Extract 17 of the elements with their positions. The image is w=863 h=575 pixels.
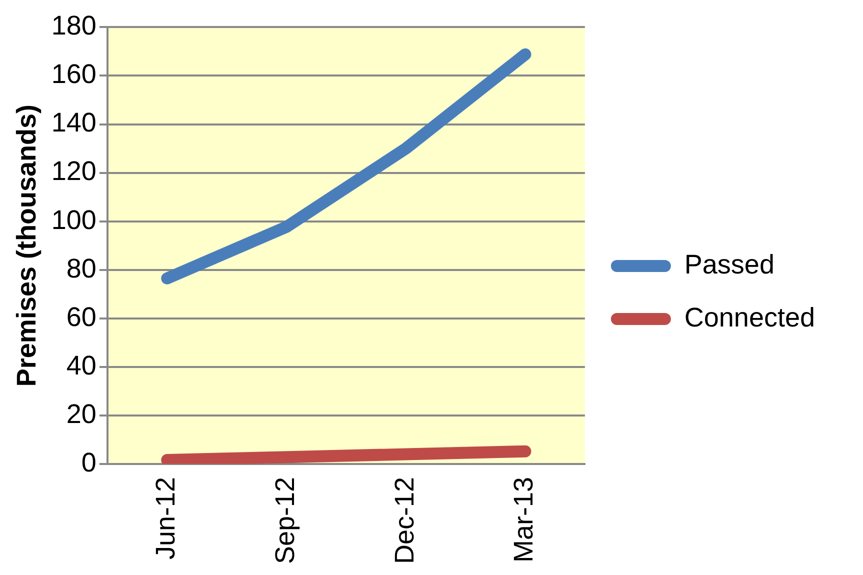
y-axis-title: Premises (thousands) — [12, 104, 42, 387]
y-tick-label: 100 — [51, 204, 96, 235]
y-tick-label: 20 — [66, 398, 96, 429]
y-tick-label: 140 — [51, 108, 96, 138]
legend-label: Passed — [684, 249, 774, 280]
y-tick-label: 80 — [66, 253, 96, 284]
y-tick-label: 180 — [51, 10, 96, 41]
y-tick-label: 160 — [51, 59, 96, 90]
y-tick-label: 0 — [81, 447, 96, 478]
legend-label: Connected — [684, 302, 816, 332]
y-tick-label: 60 — [66, 302, 96, 332]
y-tick-label: 40 — [66, 350, 96, 380]
x-tick-label: Dec-12 — [389, 476, 420, 564]
x-tick-label: Sep-12 — [270, 476, 300, 564]
x-tick-label: Mar-13 — [508, 476, 539, 562]
y-tick-label: 120 — [51, 156, 96, 186]
x-tick-label: Jun-12 — [150, 476, 181, 560]
